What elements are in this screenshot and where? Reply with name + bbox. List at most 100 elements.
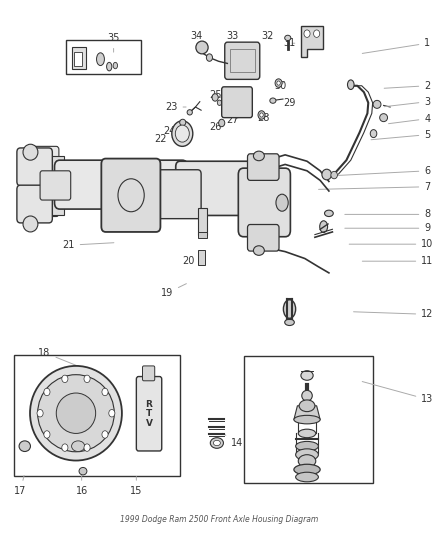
FancyBboxPatch shape xyxy=(221,87,252,118)
Ellipse shape xyxy=(301,390,311,401)
Bar xyxy=(197,208,207,235)
Text: 32: 32 xyxy=(261,31,273,41)
Ellipse shape xyxy=(253,246,264,255)
Bar xyxy=(197,250,205,265)
Ellipse shape xyxy=(23,216,38,232)
Text: 22: 22 xyxy=(154,134,179,144)
Ellipse shape xyxy=(96,53,104,66)
Text: 28: 28 xyxy=(257,112,269,123)
Ellipse shape xyxy=(372,100,380,108)
Bar xyxy=(66,39,141,74)
Ellipse shape xyxy=(297,429,315,438)
Text: 31: 31 xyxy=(283,38,295,48)
FancyBboxPatch shape xyxy=(175,161,254,215)
Text: 15: 15 xyxy=(130,477,142,496)
Text: 19: 19 xyxy=(160,284,186,298)
Bar xyxy=(14,355,180,476)
Bar xyxy=(243,356,372,483)
Ellipse shape xyxy=(179,119,185,126)
Ellipse shape xyxy=(283,300,295,318)
Ellipse shape xyxy=(324,210,332,216)
Text: 14: 14 xyxy=(223,434,243,448)
Circle shape xyxy=(37,409,43,417)
Ellipse shape xyxy=(379,114,387,122)
Ellipse shape xyxy=(369,130,376,138)
Ellipse shape xyxy=(23,144,38,160)
Text: 20: 20 xyxy=(182,251,201,266)
Text: 7: 7 xyxy=(318,182,430,192)
Text: 26: 26 xyxy=(208,122,224,132)
Ellipse shape xyxy=(330,171,337,179)
Text: 25: 25 xyxy=(208,90,221,100)
Ellipse shape xyxy=(210,438,223,448)
Ellipse shape xyxy=(187,110,192,115)
Ellipse shape xyxy=(284,319,293,326)
Ellipse shape xyxy=(79,467,87,475)
Text: 18: 18 xyxy=(38,348,99,375)
Text: 30: 30 xyxy=(274,81,286,91)
Text: 1999 Dodge Ram 2500 Front Axle Housing Diagram: 1999 Dodge Ram 2500 Front Axle Housing D… xyxy=(120,515,318,524)
Ellipse shape xyxy=(321,169,331,180)
Ellipse shape xyxy=(106,62,112,71)
Ellipse shape xyxy=(38,375,114,452)
Text: R
T
V: R T V xyxy=(145,400,152,428)
Text: 24: 24 xyxy=(162,126,181,136)
Ellipse shape xyxy=(253,151,264,161)
Ellipse shape xyxy=(212,94,218,101)
FancyBboxPatch shape xyxy=(154,169,201,219)
Ellipse shape xyxy=(30,366,122,461)
FancyBboxPatch shape xyxy=(17,148,52,185)
Bar xyxy=(51,156,64,215)
Ellipse shape xyxy=(19,441,30,451)
Text: 17: 17 xyxy=(14,475,27,496)
FancyBboxPatch shape xyxy=(136,376,161,451)
Ellipse shape xyxy=(293,464,319,475)
Circle shape xyxy=(62,444,68,451)
Text: 12: 12 xyxy=(353,309,433,319)
Text: 13: 13 xyxy=(361,382,432,405)
Ellipse shape xyxy=(71,441,85,451)
Ellipse shape xyxy=(300,370,312,380)
Ellipse shape xyxy=(347,80,353,90)
Polygon shape xyxy=(293,406,319,419)
Circle shape xyxy=(84,375,90,383)
Text: 29: 29 xyxy=(283,98,295,108)
Ellipse shape xyxy=(152,182,172,208)
Ellipse shape xyxy=(295,441,318,451)
Ellipse shape xyxy=(206,54,212,61)
Bar xyxy=(197,232,207,238)
FancyBboxPatch shape xyxy=(224,42,259,79)
FancyBboxPatch shape xyxy=(142,366,154,381)
Circle shape xyxy=(44,431,50,438)
Ellipse shape xyxy=(56,393,95,433)
Circle shape xyxy=(109,409,115,417)
Text: 4: 4 xyxy=(388,114,429,124)
Ellipse shape xyxy=(276,81,280,85)
Text: 3: 3 xyxy=(383,96,429,107)
Circle shape xyxy=(102,431,108,438)
Text: 9: 9 xyxy=(344,223,429,233)
Polygon shape xyxy=(300,26,322,57)
Bar xyxy=(71,47,85,69)
Text: 34: 34 xyxy=(190,31,202,41)
FancyBboxPatch shape xyxy=(238,168,290,237)
Ellipse shape xyxy=(295,449,318,461)
Ellipse shape xyxy=(258,111,265,119)
Ellipse shape xyxy=(218,119,224,127)
Text: 23: 23 xyxy=(165,102,186,112)
Ellipse shape xyxy=(319,221,327,232)
Ellipse shape xyxy=(213,440,220,446)
Ellipse shape xyxy=(195,41,208,54)
Ellipse shape xyxy=(217,100,221,106)
FancyBboxPatch shape xyxy=(17,185,52,223)
Ellipse shape xyxy=(284,35,290,41)
Text: 33: 33 xyxy=(226,31,238,41)
Text: 5: 5 xyxy=(370,130,430,140)
FancyBboxPatch shape xyxy=(247,224,279,251)
Ellipse shape xyxy=(276,194,288,211)
Ellipse shape xyxy=(298,400,314,411)
Text: 35: 35 xyxy=(107,33,120,52)
Text: 27: 27 xyxy=(226,115,238,125)
Circle shape xyxy=(62,375,68,383)
Ellipse shape xyxy=(275,79,282,87)
